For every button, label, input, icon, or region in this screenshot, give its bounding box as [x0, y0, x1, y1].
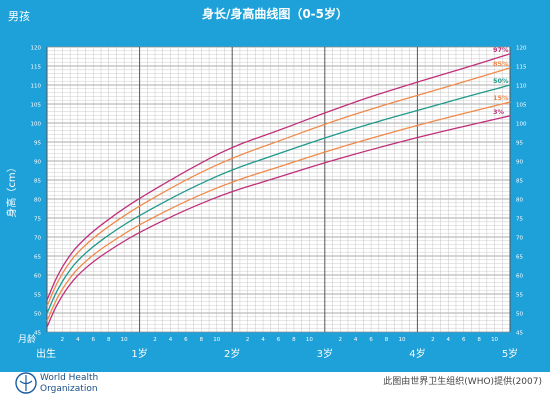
month-tick-label: 6 — [92, 337, 96, 343]
y-tick-label-right: 115 — [516, 65, 527, 71]
year-label: 4岁 — [409, 347, 425, 360]
axis-labels: 45 45 50 50 55 55 60 60 65 65 70 70 75 75 80 80 85 85 90 90… — [31, 46, 527, 361]
y-tick-label-left: 95 — [34, 141, 41, 147]
y-tick-label-left: 50 — [34, 312, 41, 318]
month-tick-label: 6 — [184, 337, 188, 343]
month-tick-label: 6 — [369, 337, 373, 343]
month-tick-label: 10 — [306, 337, 313, 343]
y-tick-label-left: 65 — [34, 255, 41, 261]
percentile-line-50 — [46, 84, 511, 314]
y-tick-label-left: 100 — [31, 122, 42, 128]
y-tick-label-left: 45 — [34, 331, 41, 337]
month-tick-label: 2 — [153, 337, 157, 343]
month-age-label: 月龄 — [18, 333, 36, 345]
y-tick-label-left: 90 — [34, 160, 41, 166]
y-tick-label-left: 110 — [31, 84, 42, 90]
month-tick-label: 8 — [200, 337, 204, 343]
y-tick-label-right: 105 — [516, 103, 527, 109]
y-tick-label-left: 105 — [31, 103, 42, 109]
sex-label: 男孩 — [8, 10, 30, 23]
year-label: 3岁 — [317, 347, 333, 360]
who-logo-icon — [15, 372, 37, 394]
y-tick-label-left: 120 — [31, 46, 42, 52]
month-tick-label: 4 — [169, 337, 173, 343]
percentile-label-97: 97% — [493, 46, 509, 54]
y-tick-label-right: 45 — [516, 331, 523, 337]
percentile-line-97 — [46, 53, 511, 301]
org-name-line2: Organization — [40, 384, 98, 394]
who-logo — [15, 372, 37, 394]
y-tick-label-right: 60 — [516, 274, 523, 280]
y-tick-label-right: 55 — [516, 293, 523, 299]
month-tick-label: 4 — [354, 337, 358, 343]
month-tick-label: 2 — [246, 337, 250, 343]
percentile-label-85: 85% — [493, 60, 509, 68]
birth-label: 出生 — [36, 347, 56, 360]
org-name-line1: World Health — [40, 373, 98, 383]
y-tick-label-right: 80 — [516, 198, 523, 204]
percentile-label-15: 15% — [493, 94, 509, 102]
month-tick-label: 4 — [447, 337, 451, 343]
month-tick-label: 8 — [477, 337, 481, 343]
y-tick-label-left: 60 — [34, 274, 41, 280]
percentile-curves: 3% 15% 50% 85% 97% — [46, 46, 511, 328]
y-tick-label-right: 120 — [516, 46, 527, 52]
month-tick-label: 10 — [398, 337, 405, 343]
y-tick-label-left: 80 — [34, 198, 41, 204]
y-tick-label-left: 85 — [34, 179, 41, 185]
month-tick-label: 8 — [292, 337, 296, 343]
credit-text: 此图由世界卫生组织(WHO)提供(2007) — [383, 375, 542, 387]
month-tick-label: 6 — [462, 337, 466, 343]
y-tick-label-right: 75 — [516, 217, 523, 223]
grid — [46, 46, 511, 333]
month-tick-label: 10 — [491, 337, 498, 343]
percentile-line-15 — [46, 101, 511, 322]
month-tick-label: 2 — [61, 337, 65, 343]
month-tick-label: 4 — [261, 337, 265, 343]
month-tick-label: 10 — [213, 337, 220, 343]
chart-title: 身长/身高曲线图（0-5岁） — [202, 6, 348, 21]
y-tick-label-right: 90 — [516, 160, 523, 166]
month-tick-label: 6 — [277, 337, 281, 343]
y-axis-label: 身高（cm） — [5, 162, 18, 217]
y-tick-label-right: 65 — [516, 255, 523, 261]
y-tick-label-right: 100 — [516, 122, 527, 128]
y-tick-label-right: 50 — [516, 312, 523, 318]
y-tick-label-right: 85 — [516, 179, 523, 185]
y-tick-label-right: 95 — [516, 141, 523, 147]
y-tick-label-left: 75 — [34, 217, 41, 223]
year-label: 2岁 — [224, 347, 240, 360]
who-staff-icon — [19, 375, 33, 391]
percentile-line-3 — [46, 115, 511, 328]
month-tick-label: 8 — [107, 337, 111, 343]
month-tick-label: 2 — [338, 337, 342, 343]
y-tick-label-right: 70 — [516, 236, 523, 242]
percentile-line-85 — [46, 67, 511, 307]
month-tick-label: 10 — [121, 337, 128, 343]
month-tick-label: 2 — [431, 337, 435, 343]
y-tick-label-left: 115 — [31, 65, 42, 71]
month-tick-label: 4 — [76, 337, 80, 343]
y-tick-label-left: 55 — [34, 293, 41, 299]
year-label: 5岁 — [502, 347, 518, 360]
percentile-label-3: 3% — [493, 108, 505, 116]
percentile-label-50: 50% — [493, 77, 509, 85]
y-tick-label-right: 110 — [516, 84, 527, 90]
month-tick-label: 8 — [385, 337, 389, 343]
y-tick-label-left: 70 — [34, 236, 41, 242]
year-label: 1岁 — [131, 347, 147, 360]
